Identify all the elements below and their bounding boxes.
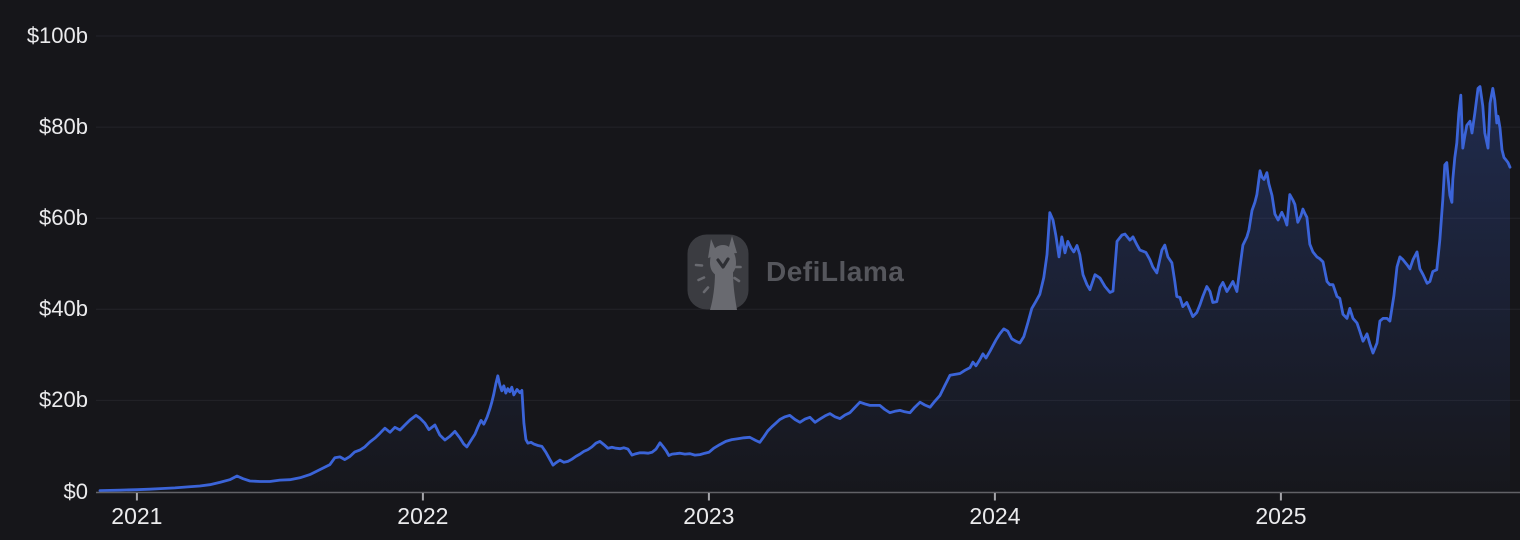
value-line [98,85,1512,492]
x-axis-label: 2025 [1255,503,1307,529]
x-axis-label: 2022 [397,503,449,529]
y-axis-label: $0 [63,478,88,504]
y-axis-label: $100b [26,23,88,48]
x-axis-label: 2023 [683,503,735,529]
area-fill [100,86,1510,493]
y-axis-label: $40b [39,296,88,322]
y-axis-label: $60b [39,205,88,231]
x-axis-label: 2024 [969,503,1021,529]
y-axis-label: $80b [39,114,88,140]
y-axis-label: $20b [39,387,88,413]
x-axis-label: 2021 [111,503,163,529]
